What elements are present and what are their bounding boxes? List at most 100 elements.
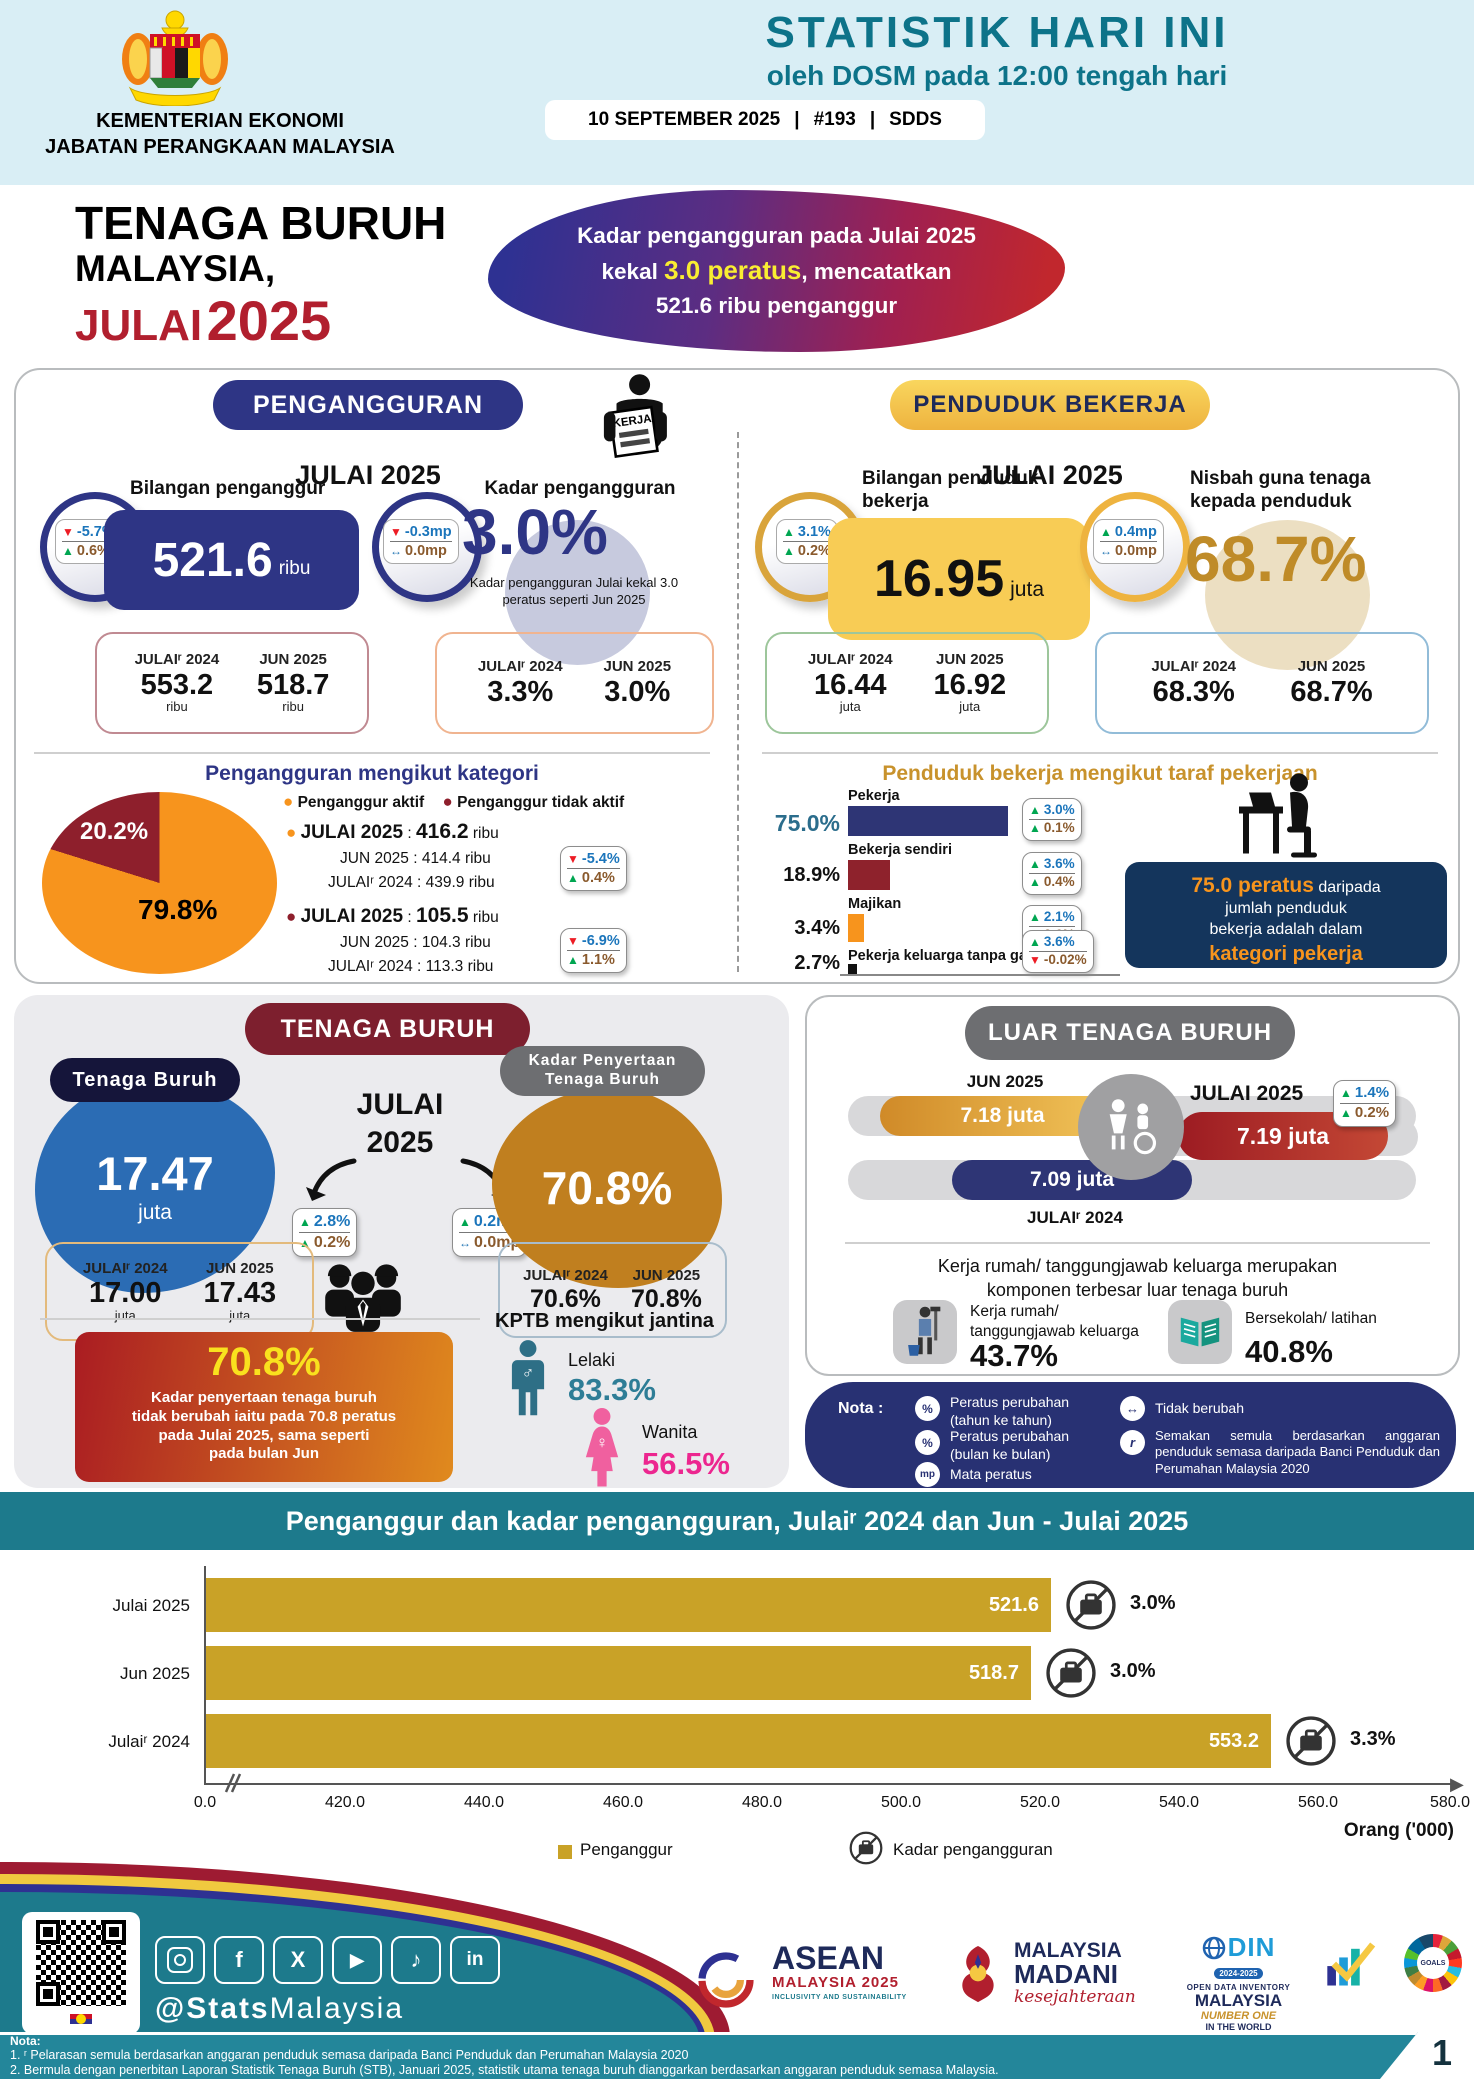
arrow-left-icon <box>292 1155 362 1210</box>
nisbah-value: 68.7% <box>1185 523 1367 595</box>
taraf-row-label: Pekerja keluarga tanpa gaji <box>848 948 1035 964</box>
tenaga-unit: juta <box>138 1201 172 1224</box>
taraf-bar-sendiri <box>848 860 890 890</box>
report-title-line1: TENAGA BURUH <box>75 197 447 249</box>
tiktok-icon[interactable]: ♪ <box>391 1936 441 1984</box>
rate-icon <box>1044 1646 1098 1705</box>
kategori-heading: Pengangguran mengikut kategori <box>205 762 539 785</box>
header-band <box>0 0 1474 185</box>
linkedin-icon[interactable]: in <box>450 1936 500 1984</box>
chart-axis-label: Orang ('000) <box>1343 1820 1454 1841</box>
taraf-badge-pekerja: ▲ 3.0% ▲ 0.1% <box>1022 798 1082 841</box>
instagram-icon[interactable] <box>155 1936 205 1984</box>
qr-box[interactable] <box>22 1912 140 2034</box>
luar-julai-label: JULAI 2025 <box>1190 1082 1304 1105</box>
chart-y-axis <box>204 1566 206 1784</box>
pekerja-callout-box: 75.0 peratus daripada jumlah penduduk be… <box>1125 862 1447 968</box>
banner-line1: Kadar pengangguran pada Julai 2025 <box>577 222 976 248</box>
facebook-icon[interactable]: f <box>214 1936 264 1984</box>
kerja-newspaper-icon: KERJA <box>585 372 690 472</box>
luar-julai24-label: JULAIʳ 2024 <box>1027 1208 1123 1227</box>
taraf-bar-majikan <box>848 914 864 942</box>
taraf-baseline <box>840 974 1120 976</box>
headline-banner: Kadar pengangguran pada Julai 2025 kekal… <box>488 190 1065 352</box>
kptb-highlight-value: 70.8% <box>207 1340 321 1384</box>
separator: | <box>794 109 800 130</box>
kptb-highlight-box: 70.8% Kadar penyertaan tenaga buruh tidak… <box>75 1332 453 1482</box>
taraf-heading: Penduduk bekerja mengikut taraf pekerjaa… <box>882 762 1318 785</box>
kptb-value: 70.8% <box>541 1162 673 1214</box>
page-title: STATISTIK HARI INI <box>765 8 1229 57</box>
tenaga-value: 17.47 <box>96 1147 214 1200</box>
banner-line2: kekal 3.0 peratus, mencatatkan <box>601 255 952 286</box>
svg-text:♂: ♂ <box>522 1363 535 1382</box>
mystatsday-logo: 20 October <box>1310 1938 1390 2033</box>
kadar-pengangguran-desc: Kadar pengangguran Julai kekal 3.0 perat… <box>469 575 679 607</box>
x-tick: 580.0 <box>1429 1794 1471 1811</box>
nota-item3: Mata peratus <box>950 1466 1032 1482</box>
chart-x-axis <box>204 1783 1454 1785</box>
page-number: 1 <box>1432 2032 1453 2073</box>
report-year: 2025 <box>206 289 332 352</box>
axis-arrow: ▶ <box>1450 1774 1464 1794</box>
lelaki-label: Lelaki <box>568 1350 616 1370</box>
pie-label-aktif: 79.8% <box>138 894 218 925</box>
youtube-icon[interactable]: ▶ <box>332 1936 382 1984</box>
kategori-pie-chart: 20.2% 79.8% <box>42 792 277 974</box>
page-subtitle: oleh DOSM pada 12:00 tengah hari <box>766 60 1228 91</box>
nisbah-blob <box>1205 520 1370 670</box>
footer-nota-line1: 1. ʳ Pelarasan semula berdasarkan anggar… <box>10 2048 689 2062</box>
male-icon: ♂ <box>505 1340 551 1420</box>
chart-category-label: Julaiʳ 2024 <box>108 1732 190 1751</box>
check-bars-icon <box>1327 1942 1376 1986</box>
separator: | <box>869 109 876 130</box>
madani-mark-icon <box>962 1945 994 2003</box>
bersekolah-value: 40.8% <box>1245 1334 1333 1369</box>
banner-line3: 521.6 ribu penganggur <box>655 292 898 318</box>
chart-title-band: Penganggur dan kadar pengangguran, Julai… <box>0 1492 1474 1550</box>
tidak-aktif-row2: JUN 2025 : 104.3 ribu <box>340 934 491 951</box>
social-handle[interactable]: @StatsMalaysia <box>155 1992 404 2025</box>
taraf-badge-sendiri: ▲ 3.6% ▲ 0.4% <box>1022 852 1082 895</box>
x-tick: 520.0 <box>1019 1794 1061 1811</box>
tenaga-label-pill: Tenaga Buruh <box>50 1058 240 1102</box>
odin-logo: DIN 2024-2025 OPEN DATA INVENTORY MALAYS… <box>1186 1932 1291 2032</box>
kptb-label-pill: Kadar Penyertaan Tenaga Buruh <box>500 1046 705 1096</box>
aktif-badge: ▼ -5.4% ▲ 0.4% <box>560 846 627 892</box>
asean-logo: ASEAN MALAYSIA 2025 INCLUSIVITY AND SUST… <box>690 1936 940 2036</box>
percent-mom-icon: % <box>915 1430 940 1455</box>
taraf-row-label: Pekerja <box>848 788 900 804</box>
kadar-pengangguran-ring: ▼ -0.3mp ↔ 0.0mp <box>372 492 482 602</box>
kerja-rumah-label: Kerja rumah/tanggungjawab keluarga <box>970 1303 1139 1341</box>
tenaga-period: JULAI 2025 <box>356 1088 444 1159</box>
x-tick: 480.0 <box>741 1794 783 1811</box>
taraf-pct: 18.9% <box>783 864 840 886</box>
kadar-blob <box>505 520 650 665</box>
x-icon[interactable]: X <box>273 1936 323 1984</box>
kptb-blob: 70.8% <box>492 1088 722 1288</box>
tenaga-blob: 17.47 juta <box>35 1078 275 1293</box>
callout-highlight2: kategori pekerja <box>1209 942 1363 965</box>
nisbah-ring: ▲ 0.4mp ↔ 0.0mp <box>1080 492 1190 602</box>
chart-title: Penganggur dan kadar pengangguran, Julai… <box>285 1505 1189 1536</box>
chart-rate: 3.0% <box>1130 1592 1176 1614</box>
chart-category-label: Julai 2025 <box>112 1596 190 1615</box>
panel-divider <box>737 432 739 972</box>
qr-code[interactable] <box>36 1920 126 2006</box>
bilangan-penganggur-unit: ribu <box>278 558 311 579</box>
x-tick: 420.0 <box>324 1794 366 1811</box>
kadar-compare-box: JULAIʳ 2024 3.3% JUN 2025 3.0% <box>435 632 714 734</box>
rate-icon <box>1284 1714 1338 1773</box>
nota-title: Nota : <box>838 1400 884 1417</box>
aktif-row1: ● JULAI 2025 : 416.2 ribu <box>286 820 499 843</box>
taraf-pct: 75.0% <box>774 810 840 836</box>
luar-desc: Kerja rumah/ tanggungjawab keluarga meru… <box>937 1256 1338 1301</box>
tidak-aktif-row1: ● JULAI 2025 : 105.5 ribu <box>286 904 499 927</box>
chart-bar-julai2024: 553.2 <box>205 1714 1271 1768</box>
taraf-pct: 3.4% <box>794 917 840 939</box>
legend-dot-aktif: ● <box>283 792 294 811</box>
divider <box>845 1242 1430 1244</box>
divider <box>34 752 710 754</box>
sdds-label: SDDS <box>889 109 942 130</box>
